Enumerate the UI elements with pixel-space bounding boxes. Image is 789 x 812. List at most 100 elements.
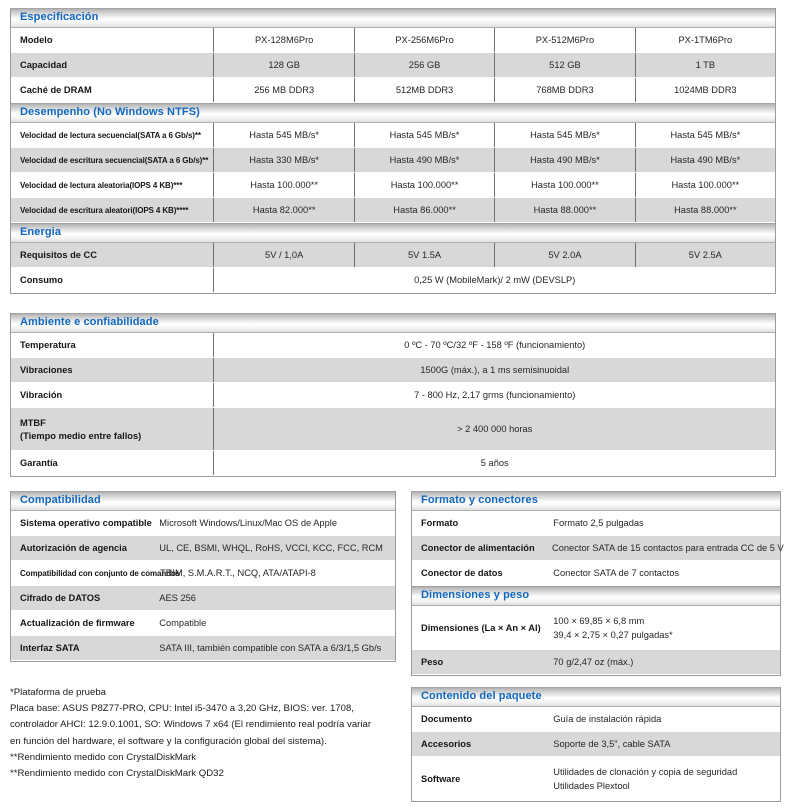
row-label: Accesorios — [421, 739, 472, 749]
table-row: Velocidad de escritura aleatori(IOPS 4 K… — [11, 198, 775, 223]
section-header-specification: Especificación — [11, 8, 775, 28]
table-row: Compatibilidad con conjunto de comandos … — [11, 561, 395, 586]
row-label: Actualización de firmware — [20, 618, 135, 628]
table-row: Interfaz SATA SATA III, también compatib… — [11, 636, 395, 661]
package-contents-table: Contenido del paquete Documento Guía de … — [411, 687, 781, 802]
table-row: Requisitos de CC 5V / 1,0A 5V 1.5A 5V 2.… — [11, 243, 775, 268]
row-label: Velocidad de escritura aleatori(IOPS 4 K… — [20, 205, 189, 215]
row-value: Hasta 545 MB/s* — [213, 123, 353, 147]
table-row: Formato Formato 2,5 pulgadas — [412, 511, 780, 536]
section-header-connectors: Formato y conectores — [412, 491, 780, 511]
section-title-compatibility: Compatibilidad — [20, 494, 101, 506]
row-label: Autorización de agencia — [20, 543, 127, 553]
table-row: Temperatura 0 ºC - 70 ºC/32 ºF - 158 ºF … — [11, 333, 775, 358]
row-label: Peso — [421, 657, 444, 667]
row-value: 100 × 69,85 × 6,8 mm 39,4 × 2,75 × 0,27 … — [551, 606, 780, 649]
row-label: Vibraciones — [20, 365, 73, 375]
row-label: Documento — [421, 714, 473, 724]
row-label: Conector de alimentación — [421, 543, 535, 553]
table-row: Accesorios Soporte de 3,5", cable SATA — [412, 732, 780, 757]
row-value: AES 256 — [159, 593, 196, 603]
table-row: Dimensiones (La × An × Al) 100 × 69,85 ×… — [412, 606, 780, 650]
row-value: 128 GB — [213, 53, 353, 77]
row-value: Conector SATA de 15 contactos para entra… — [552, 543, 784, 553]
table-row: Actualización de firmware Compatible — [11, 611, 395, 636]
row-value: 0 ºC - 70 ºC/32 ºF - 158 ºF (funcionamie… — [213, 333, 775, 357]
row-value: Soporte de 3,5", cable SATA — [553, 739, 671, 749]
row-value: 70 g/2,47 oz (máx.) — [553, 657, 634, 667]
row-value: Microsoft Windows/Linux/Mac OS de Apple — [159, 518, 338, 528]
row-value: 256 MB DDR3 — [213, 78, 353, 102]
table-row: Conector de alimentación Conector SATA d… — [412, 536, 784, 561]
row-value: UL, CE, BSMI, WHQL, RoHS, VCCI, KCC, FCC… — [159, 543, 383, 553]
row-value: Hasta 88.000** — [634, 198, 775, 222]
row-value: Utilidades de clonación y copia de segur… — [551, 757, 780, 800]
footnote-line: controlador AHCI: 12.9.0.1001, SO: Windo… — [10, 719, 372, 731]
compatibility-table: Compatibilidad Sistema operativo compati… — [10, 491, 396, 662]
section-title-energy: Energia — [20, 226, 62, 238]
row-value: PX-512M6Pro — [494, 28, 634, 52]
table-row: Peso 70 g/2,47 oz (máx.) — [412, 650, 780, 675]
section-header-package: Contenido del paquete — [412, 687, 780, 707]
row-value: Hasta 100.000** — [213, 173, 353, 197]
section-title-package: Contenido del paquete — [421, 690, 542, 702]
row-value: 1 TB — [634, 53, 775, 77]
row-value: Hasta 100.000** — [634, 173, 775, 197]
row-value: Hasta 82.000** — [213, 198, 353, 222]
row-label: Formato — [421, 518, 459, 528]
environment-reliability-table: Ambiente e confiabilidade Temperatura 0 … — [10, 313, 776, 477]
row-value: 512 GB — [494, 53, 634, 77]
table-row: Capacidad 128 GB 256 GB 512 GB 1 TB — [11, 53, 775, 78]
row-label: Dimensiones (La × An × Al) — [421, 622, 541, 633]
row-label: Sistema operativo compatible — [20, 518, 152, 528]
row-value: Hasta 490 MB/s* — [353, 148, 494, 172]
row-label: Temperatura — [20, 340, 76, 350]
table-row: MTBF (Tiempo medio entre fallos) > 2 400… — [11, 408, 775, 451]
row-label: Velocidad de escritura secuencial(SATA a… — [20, 155, 209, 165]
row-value: Compatible — [159, 618, 207, 628]
row-value-line2: 39,4 × 2,75 × 0,27 pulgadas* — [553, 630, 673, 640]
specification-table: Especificación Modelo PX-128M6Pro PX-256… — [10, 8, 776, 294]
row-label: Capacidad — [20, 60, 68, 70]
table-row: Velocidad de lectura secuencial(SATA a 6… — [11, 123, 775, 148]
row-value: 768MB DDR3 — [494, 78, 634, 102]
row-label: Requisitos de CC — [20, 250, 97, 260]
section-title-performance: Desempenho (No Windows NTFS) — [20, 106, 200, 118]
row-value: Hasta 545 MB/s* — [353, 123, 494, 147]
section-title-specification: Especificación — [20, 11, 99, 23]
row-label: Interfaz SATA — [20, 643, 80, 653]
section-title-connectors: Formato y conectores — [421, 494, 538, 506]
row-label: MTBF (Tiempo medio entre fallos) — [11, 408, 213, 450]
row-value: Hasta 545 MB/s* — [494, 123, 634, 147]
table-row: Garantía 5 años — [11, 451, 775, 476]
row-value: Guía de instalación rápida — [553, 714, 662, 724]
row-value: 0,25 W (MobileMark)/ 2 mW (DEVSLP) — [213, 268, 775, 292]
footnote-line: **Rendimiento medido con CrystalDiskMark — [10, 751, 197, 763]
section-header-dimensions: Dimensiones y peso — [412, 586, 780, 606]
row-value: 1024MB DDR3 — [634, 78, 775, 102]
table-row: Caché de DRAM 256 MB DDR3 512MB DDR3 768… — [11, 78, 775, 103]
row-value: 512MB DDR3 — [353, 78, 494, 102]
footnote-line: **Rendimiento medido con CrystalDiskMark… — [10, 768, 224, 780]
row-value: PX-128M6Pro — [213, 28, 353, 52]
row-value: > 2 400 000 horas — [213, 408, 775, 450]
row-label: Modelo — [20, 35, 53, 45]
section-header-environment: Ambiente e confiabilidade — [11, 313, 775, 333]
row-value: TRIM, S.M.A.R.T., NCQ, ATA/ATAPI-8 — [160, 568, 316, 578]
row-value: Conector SATA de 7 contactos — [553, 568, 680, 578]
table-row: Vibraciones 1500G (máx.), a 1 ms semisin… — [11, 358, 775, 383]
row-label: Conector de datos — [421, 568, 503, 578]
table-row: Software Utilidades de clonación y copia… — [412, 757, 780, 801]
row-value: 7 - 800 Hz, 2,17 grms (funcionamiento) — [213, 383, 775, 407]
row-label: Velocidad de lectura aleatoria(IOPS 4 KB… — [20, 180, 183, 190]
section-header-compatibility: Compatibilidad — [11, 491, 395, 511]
row-label: Garantía — [20, 458, 58, 468]
section-header-performance: Desempenho (No Windows NTFS) — [11, 103, 775, 123]
table-row: Autorización de agencia UL, CE, BSMI, WH… — [11, 536, 395, 561]
row-label-line1: MTBF — [20, 418, 46, 428]
table-row: Vibración 7 - 800 Hz, 2,17 grms (funcion… — [11, 383, 775, 408]
row-value: Hasta 100.000** — [353, 173, 494, 197]
row-value: 5V 1.5A — [353, 243, 494, 267]
table-row: Consumo 0,25 W (MobileMark)/ 2 mW (DEVSL… — [11, 268, 775, 293]
table-row: Sistema operativo compatible Microsoft W… — [11, 511, 395, 536]
